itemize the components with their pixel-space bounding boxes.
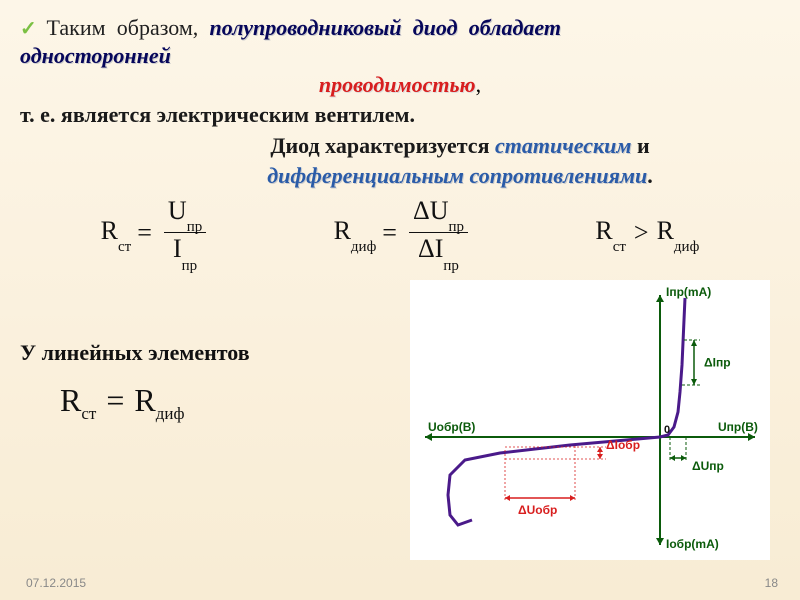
- formula-row: Rст = Uпр Iпр Rдиф = ΔUпр ΔIпр Rст > Rди…: [40, 197, 760, 268]
- char-line2: дифференциальным сопротивлениями.: [140, 163, 780, 189]
- check-icon: ✓: [20, 18, 43, 40]
- chart-wrap: 0 ΔIпр ΔUпр ΔIобр ΔUобр Iпр(mA) Iобр(mA) Uпр(B…: [400, 280, 780, 560]
- intro-subline: т. е. является электрическим вентилем.: [20, 102, 780, 128]
- svg-text:0: 0: [664, 424, 670, 436]
- svg-text:Iобр(mA): Iобр(mA): [666, 537, 719, 551]
- lower-left: У линейных элементов Rст = Rдиф: [20, 280, 400, 560]
- intro-blue1: полупроводниковый диод обладает: [210, 15, 561, 40]
- svg-text:Uобр(B): Uобр(B): [428, 420, 475, 434]
- linear-label: У линейных элементов: [20, 340, 400, 366]
- intro-blue2: односторонней: [20, 43, 171, 68]
- char-line1: Диод характеризуется статическим и: [140, 132, 780, 160]
- slide-number: 18: [765, 576, 778, 590]
- svg-text:ΔUобр: ΔUобр: [518, 503, 557, 517]
- svg-text:ΔIпр: ΔIпр: [704, 356, 731, 370]
- char-and: и: [631, 133, 649, 158]
- svg-text:ΔUпр: ΔUпр: [692, 459, 724, 473]
- intro-red: проводимостью: [319, 72, 476, 97]
- char-diff: дифференциальным сопротивлениями: [267, 163, 647, 188]
- lower-row: У линейных элементов Rст = Rдиф 0 ΔIпр ΔUп…: [20, 280, 780, 560]
- intro-red-line: проводимостью,: [20, 72, 780, 98]
- char-pretext: Диод характеризуется: [270, 133, 495, 158]
- char-stat: статическим: [495, 133, 631, 158]
- formula-rst: Rст = Uпр Iпр: [101, 197, 213, 268]
- char-dot: .: [647, 163, 653, 188]
- formula-rdif: Rдиф = ΔUпр ΔIпр: [334, 197, 474, 268]
- svg-text:Iпр(mA): Iпр(mA): [666, 285, 711, 299]
- iv-curve-chart: 0 ΔIпр ΔUпр ΔIобр ΔUобр Iпр(mA) Iобр(mA) Uпр(B…: [410, 280, 770, 560]
- intro-t1: Таким образом,: [47, 15, 210, 40]
- intro-line: ✓Таким образом, полупроводниковый диод о…: [20, 14, 780, 70]
- formula-inequality: Rст > Rдиф: [595, 216, 699, 250]
- svg-text:ΔIобр: ΔIобр: [606, 438, 640, 452]
- intro-comma: ,: [476, 72, 482, 97]
- linear-formula: Rст = Rдиф: [60, 382, 400, 419]
- svg-text:Uпр(B): Uпр(B): [718, 420, 758, 434]
- footer-date: 07.12.2015: [26, 576, 86, 590]
